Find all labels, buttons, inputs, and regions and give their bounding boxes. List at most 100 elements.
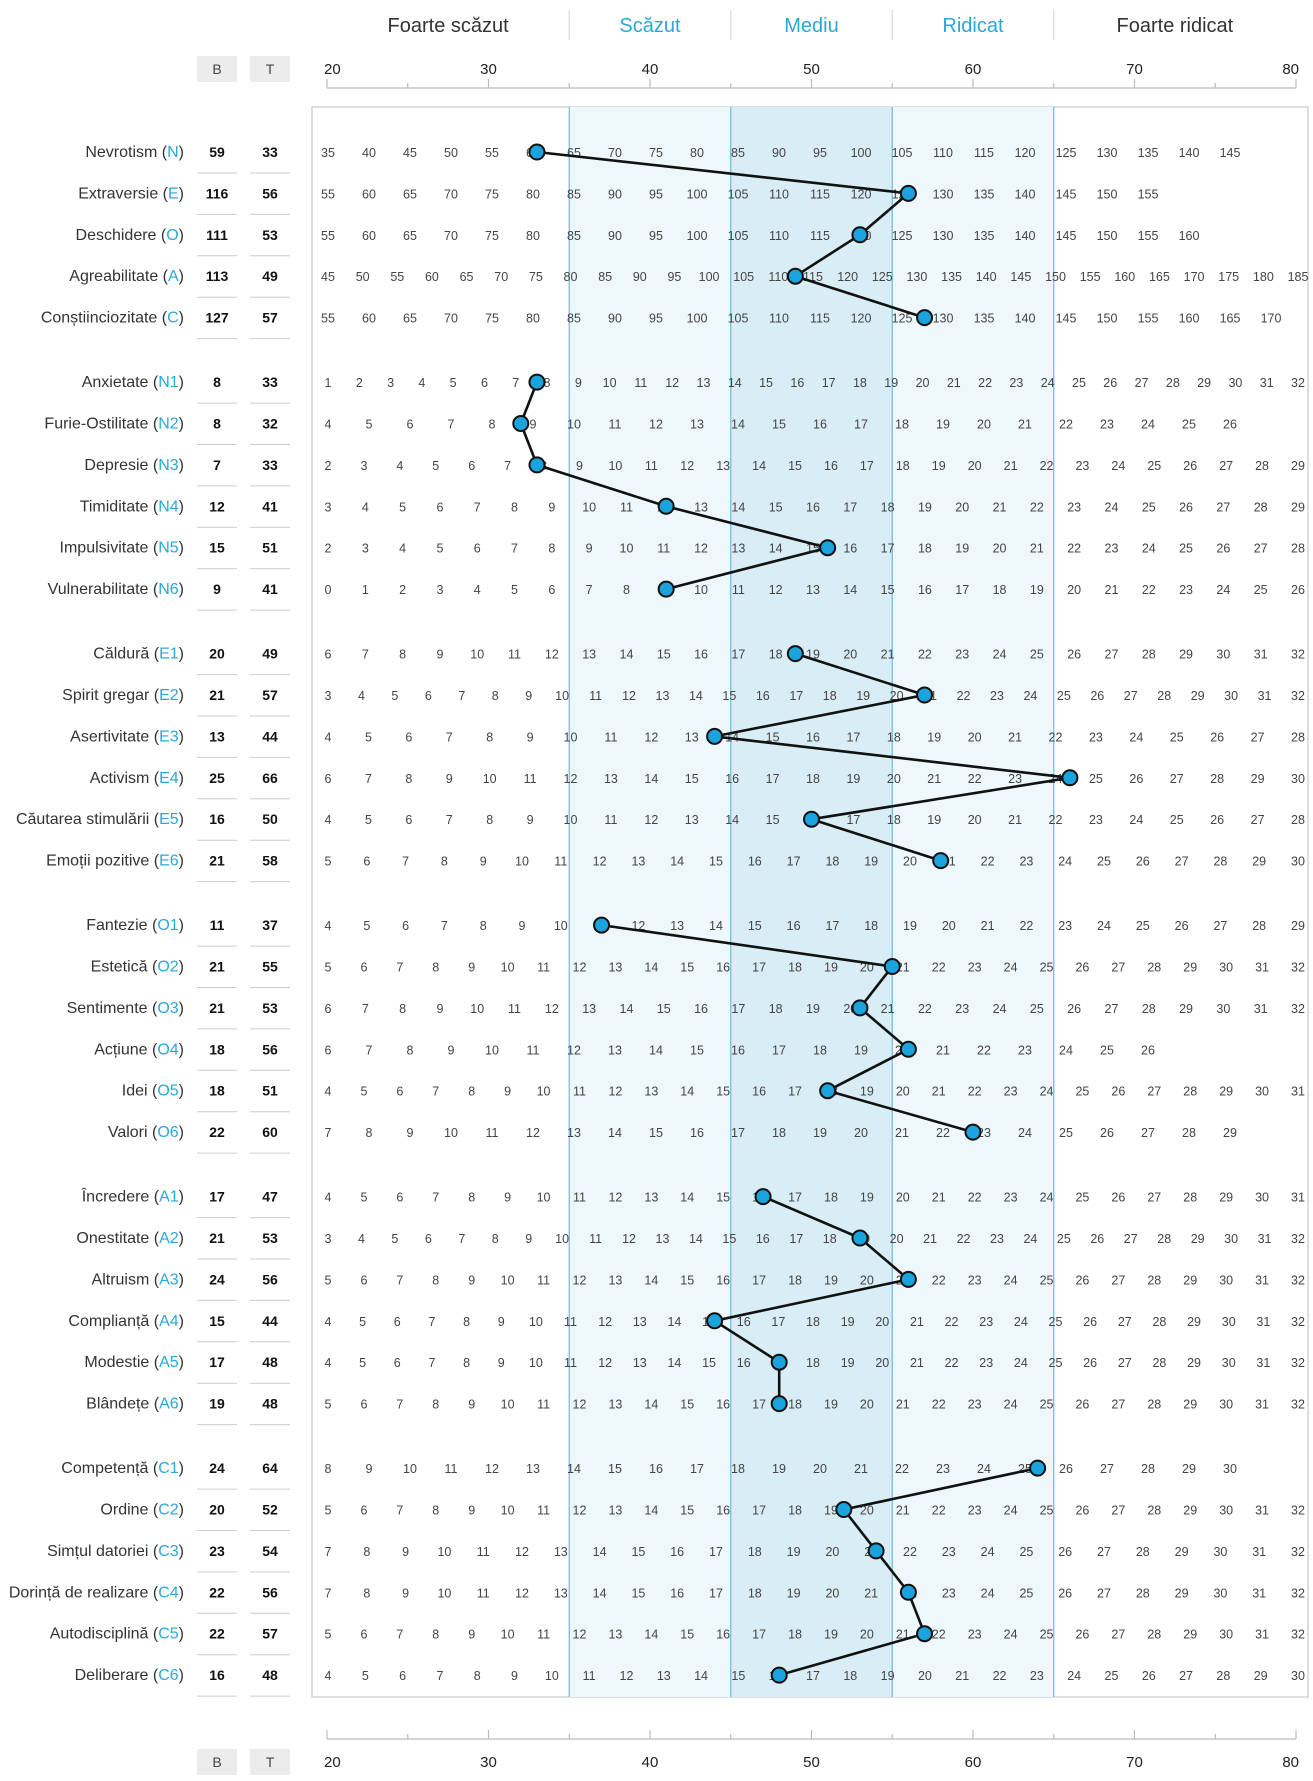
profile-marker [786,645,804,663]
raw-scale-label: 26 [1111,1191,1125,1205]
profile-marker [867,1542,885,1560]
raw-scale-label: 12 [644,730,658,744]
raw-scale-label: 4 [325,1356,332,1370]
raw-scale-label: 20 [825,1545,839,1559]
raw-scale-label: 29 [1183,1273,1197,1287]
facet-name: Idei (O5) [122,1083,184,1100]
raw-scale-label: 19 [927,813,941,827]
raw-scale-label: 31 [1254,648,1268,662]
raw-scale-label: 6 [399,1669,406,1683]
raw-scale-label: 17 [772,1043,786,1057]
raw-scale-label: 22 [1059,418,1073,432]
profile-marker [916,1625,934,1643]
raw-scale-label: 4 [325,1191,332,1205]
raw-scale-label: 20 [968,730,982,744]
raw-scale-label: 11 [537,1504,550,1518]
raw-scale-label: 135 [974,312,995,326]
raw-scale-label: 9 [366,1462,373,1476]
profile-marker [706,1312,724,1330]
facet-name: Dorință de realizare (C4) [9,1584,184,1601]
facet-name: Sentimente (O3) [67,1000,184,1017]
raw-scale-label: 85 [567,229,581,243]
x-tick-label: 80 [1282,1754,1299,1771]
raw-score-b: 13 [209,728,225,744]
col-t-header-bg [250,56,290,82]
raw-scale-label: 9 [525,1232,532,1246]
raw-scale-label: 9 [527,730,534,744]
raw-scale-label: 25 [1097,855,1111,869]
raw-score-b: 8 [213,416,221,432]
raw-scale-label: 20 [813,1462,827,1476]
raw-scale-label: 16 [824,459,838,473]
raw-scale-label: 20 [896,1191,910,1205]
raw-scale-label: 28 [1157,1232,1171,1246]
t-score: 56 [262,1584,278,1600]
raw-scale-label: 27 [1111,1273,1125,1287]
raw-scale-label: 23 [1019,855,1033,869]
raw-scale-label: 14 [731,500,745,514]
raw-scale-label: 31 [1291,1085,1305,1099]
raw-scale-label: 6 [474,542,481,556]
raw-scale-label: 16 [737,1315,751,1329]
raw-scale-label: 23 [990,689,1004,703]
raw-scale-label: 16 [731,1043,745,1057]
raw-scale-label: 14 [689,689,703,703]
raw-scale-label: 24 [1023,689,1037,703]
raw-scale-label: 8 [474,1669,481,1683]
raw-scale-label: 21 [927,772,941,786]
raw-scale-label: 70 [608,146,622,160]
raw-scale-label: 23 [1105,542,1119,556]
facet-name: Căutarea stimulării (E5) [16,811,184,828]
raw-scale-label: 15 [766,813,780,827]
raw-scale-label: 15 [680,1398,694,1412]
raw-scale-label: 8 [363,1586,370,1600]
raw-scale-label: 26 [1111,1085,1125,1099]
raw-scale-label: 26 [1142,1669,1156,1683]
raw-scale-label: 17 [752,1504,766,1518]
raw-scale-label: 5 [325,1273,332,1287]
raw-score-b: 21 [209,687,225,703]
raw-scale-label: 25 [1040,1398,1054,1412]
raw-scale-label: 13 [644,1085,658,1099]
raw-scale-label: 20 [955,500,969,514]
raw-scale-label: 17 [766,772,780,786]
raw-scale-label: 29 [1197,376,1211,390]
raw-scale-label: 14 [593,1586,607,1600]
level-label: Foarte scăzut [388,15,510,37]
profile-marker [657,497,675,515]
raw-scale-label: 13 [608,1273,622,1287]
raw-scale-label: 10 [564,813,578,827]
raw-scale-label: 19 [854,1043,868,1057]
raw-scale-label: 120 [851,312,872,326]
raw-scale-label: 28 [1141,1462,1155,1476]
t-score: 49 [262,646,278,662]
raw-scale-label: 11 [657,542,670,556]
raw-scale-label: 21 [854,1462,868,1476]
raw-scale-label: 28 [1252,919,1266,933]
raw-scale-label: 22 [932,1398,946,1412]
raw-scale-label: 24 [1041,376,1055,390]
raw-scale-label: 28 [1291,730,1305,744]
raw-scale-label: 160 [1179,229,1200,243]
raw-scale-label: 18 [748,1545,762,1559]
raw-score-b: 116 [206,185,229,201]
raw-scale-label: 9 [498,1356,505,1370]
raw-scale-label: 18 [788,1628,802,1642]
raw-score-b: 24 [209,1271,225,1287]
raw-scale-label: 5 [363,919,370,933]
raw-scale-label: 19 [860,1191,874,1205]
raw-scale-label: 90 [608,187,622,201]
raw-scale-label: 17 [806,1669,820,1683]
raw-scale-label: 4 [325,418,332,432]
raw-scale-label: 19 [918,500,932,514]
raw-scale-label: 7 [441,919,448,933]
raw-scale-label: 9 [468,1398,475,1412]
facet-name: Competență (C1) [61,1460,184,1477]
t-score: 47 [262,1189,278,1205]
raw-scale-label: 23 [1089,730,1103,744]
raw-score-b: 11 [210,917,225,933]
x-tick-label: 40 [642,1754,659,1771]
raw-scale-label: 23 [979,1356,993,1370]
raw-scale-label: 12 [567,1043,581,1057]
raw-scale-label: 23 [936,1462,950,1476]
